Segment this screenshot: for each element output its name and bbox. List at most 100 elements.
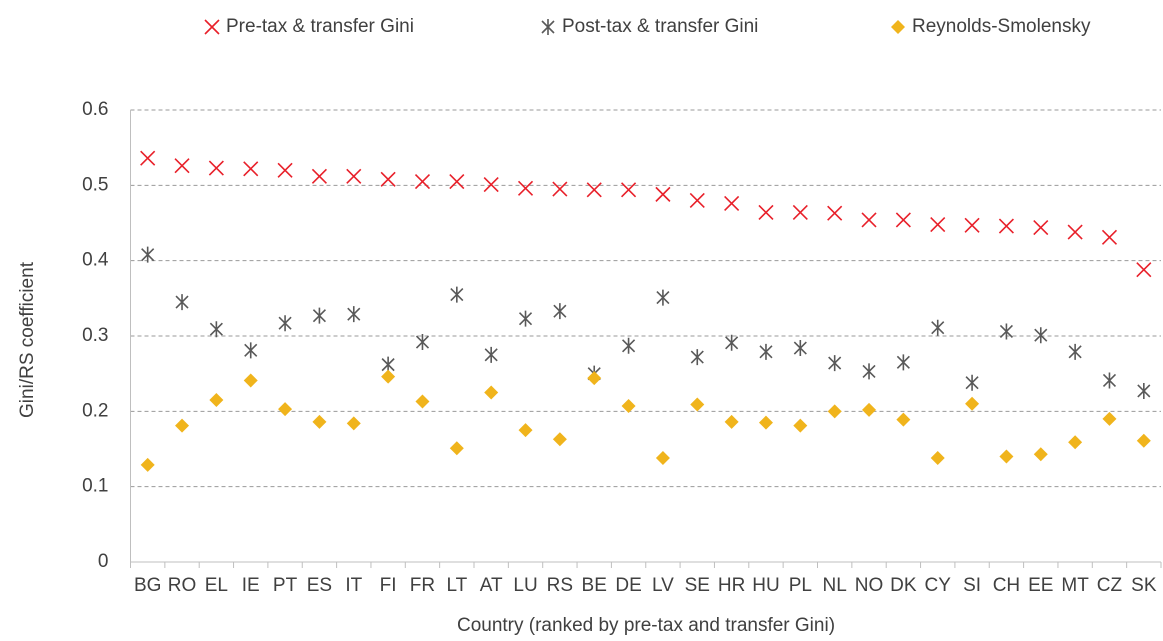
point — [758, 415, 773, 430]
point — [1102, 372, 1117, 389]
point — [1033, 447, 1048, 462]
point — [965, 396, 980, 411]
point — [759, 343, 773, 360]
point — [724, 414, 739, 429]
x-tick-label: FR — [410, 575, 435, 596]
point — [965, 374, 979, 391]
point — [1033, 219, 1049, 236]
x-tick-label: BG — [134, 575, 161, 596]
point — [586, 182, 602, 198]
point — [655, 186, 671, 202]
x-tick-label: CY — [925, 575, 952, 596]
point — [621, 182, 637, 198]
point — [381, 369, 396, 384]
point — [1136, 433, 1151, 448]
point — [930, 451, 945, 466]
point — [587, 371, 602, 386]
point — [621, 399, 636, 414]
x-tick-label: SK — [1131, 575, 1157, 596]
point — [827, 205, 843, 221]
x-tick-label: CZ — [1097, 575, 1123, 596]
point — [174, 158, 190, 174]
point — [622, 337, 636, 354]
point — [175, 294, 189, 311]
point — [312, 414, 327, 429]
x-tick-label: DK — [890, 575, 917, 596]
point — [1136, 262, 1152, 278]
x-tick-label: LT — [446, 575, 467, 596]
x-axis-label: Country (ranked by pre-tax and transfer … — [457, 615, 835, 636]
point — [793, 340, 807, 357]
point — [346, 168, 362, 184]
point — [518, 423, 533, 438]
x-tick-label: HU — [752, 575, 779, 596]
point — [1067, 224, 1083, 240]
point — [209, 393, 224, 408]
legend-marker — [541, 19, 555, 35]
point — [311, 168, 327, 184]
point — [862, 402, 877, 417]
point — [827, 404, 842, 419]
x-tick-label: LV — [652, 575, 674, 596]
point — [450, 286, 464, 303]
point — [484, 346, 498, 363]
point — [175, 418, 190, 433]
point — [278, 315, 292, 332]
point — [1137, 382, 1151, 399]
point — [690, 397, 705, 412]
y-tick-label: 0 — [98, 551, 109, 572]
point — [998, 218, 1014, 234]
legend-marker — [891, 20, 905, 34]
point — [244, 342, 258, 359]
point — [655, 451, 670, 466]
legend-label: Post-tax & transfer Gini — [562, 16, 758, 37]
point — [415, 394, 430, 409]
x-tick-label: IT — [345, 575, 362, 596]
point — [930, 216, 946, 233]
point — [517, 180, 534, 196]
x-tick-label: LU — [513, 575, 537, 596]
point — [208, 160, 224, 176]
point — [141, 246, 155, 263]
point — [209, 321, 223, 338]
legend-label: Pre-tax & transfer Gini — [226, 16, 414, 37]
point — [999, 323, 1013, 340]
x-tick-label: MT — [1061, 575, 1089, 596]
x-tick-label: SE — [685, 575, 710, 596]
point — [312, 307, 326, 324]
x-tick-label: PT — [273, 575, 298, 596]
point — [243, 161, 259, 177]
point — [518, 310, 533, 327]
x-tick-label: DE — [615, 575, 641, 596]
point — [896, 412, 911, 427]
point — [1034, 327, 1048, 344]
point — [1101, 229, 1118, 245]
point — [346, 416, 361, 431]
point — [414, 174, 431, 190]
point — [449, 174, 465, 190]
x-tick-label: FI — [380, 575, 397, 596]
point — [484, 385, 499, 400]
point — [552, 432, 567, 447]
point — [656, 289, 670, 306]
point — [999, 449, 1014, 464]
x-tick-label: ES — [307, 575, 332, 596]
x-tick-label: RS — [547, 575, 573, 596]
y-tick-label: 0.4 — [82, 250, 109, 271]
point — [861, 212, 877, 228]
point — [380, 171, 396, 187]
x-tick-label: EL — [205, 575, 228, 596]
point — [793, 418, 808, 433]
point — [243, 373, 258, 388]
point — [964, 217, 980, 233]
point — [415, 334, 430, 351]
point — [895, 212, 911, 228]
x-tick-label: PL — [789, 575, 812, 596]
y-tick-label: 0.5 — [82, 174, 108, 195]
x-tick-label: CH — [993, 575, 1020, 596]
point — [792, 204, 808, 221]
point — [724, 195, 740, 211]
point — [862, 363, 876, 380]
point — [140, 150, 156, 166]
